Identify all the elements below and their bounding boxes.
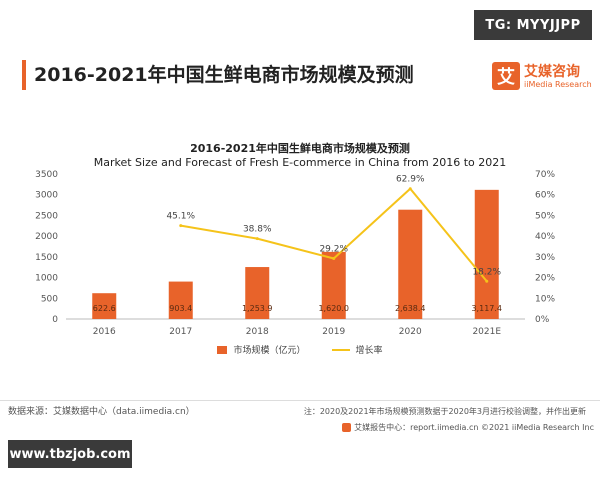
growth-rate-point	[332, 257, 336, 261]
copyright-text: 艾媒报告中心：report.iimedia.cn ©2021 iiMedia R…	[354, 423, 594, 432]
growth-rate-point	[255, 237, 259, 241]
bar	[245, 267, 270, 319]
chart-subtitle: Market Size and Forecast of Fresh E-comm…	[93, 156, 507, 169]
bar-value-label: 1,253.9	[242, 304, 273, 313]
growth-rate-label: 62.9%	[396, 175, 425, 185]
iimedia-logo: 艾 艾媒咨询 iiMedia Research	[492, 60, 592, 94]
x-tick-label: 2021E	[472, 327, 501, 337]
chart-legend: 市场规模（亿元） 增长率	[0, 343, 600, 356]
y-left-tick-label: 3000	[35, 191, 58, 201]
legend-line-swatch	[331, 348, 350, 351]
legend-bar-label: 市场规模（亿元）	[233, 346, 306, 356]
legend-line-label: 增长率	[355, 346, 383, 356]
y-left-tick-label: 0	[52, 315, 58, 325]
legend-item-line: 增长率	[331, 343, 383, 356]
growth-rate-label: 38.8%	[243, 225, 272, 235]
bar	[474, 189, 499, 319]
bar	[398, 209, 423, 319]
growth-rate-point	[485, 279, 489, 283]
y-left-tick-label: 1000	[35, 274, 58, 284]
y-right-tick-label: 20%	[535, 274, 555, 284]
legend-item-bar: 市场规模（亿元）	[217, 343, 306, 356]
title-accent-bar	[22, 60, 26, 90]
legend-bar-swatch	[217, 345, 228, 354]
growth-rate-label: 29.2%	[319, 245, 348, 255]
y-left-tick-label: 500	[41, 294, 58, 304]
growth-rate-point	[408, 187, 412, 191]
y-right-tick-label: 50%	[535, 211, 555, 221]
logo-icon: 艾	[492, 62, 520, 90]
y-right-tick-label: 70%	[535, 170, 555, 180]
y-left-tick-label: 2000	[35, 232, 58, 242]
y-right-tick-label: 40%	[535, 232, 555, 242]
y-right-tick-label: 10%	[535, 294, 555, 304]
telegram-tag: TG: MYYJJPP	[474, 10, 592, 40]
bar-value-label: 2,638.4	[395, 304, 426, 313]
y-right-tick-label: 0%	[535, 315, 550, 325]
x-tick-label: 2017	[169, 327, 192, 337]
copyright: 艾媒报告中心：report.iimedia.cn ©2021 iiMedia R…	[342, 422, 594, 433]
bar-value-label: 1,620.0	[318, 304, 349, 313]
logo-text-cn: 艾媒咨询	[524, 64, 580, 80]
footnote: 注：2020及2021年市场规模预测数据于2020年3月进行校验调整，并作出更新	[303, 407, 586, 416]
y-left-tick-label: 1500	[35, 253, 58, 263]
x-tick-label: 2019	[322, 327, 345, 337]
growth-rate-label: 45.1%	[166, 212, 195, 222]
logo-text-en: iiMedia Research	[524, 80, 592, 89]
bar	[168, 281, 193, 319]
page-title: 2016-2021年中国生鲜电商市场规模及预测	[34, 64, 414, 86]
data-source: 数据来源：艾媒数据中心（data.iimedia.cn）	[8, 407, 195, 417]
y-right-tick-label: 30%	[535, 253, 555, 263]
bar	[321, 251, 346, 319]
bar-value-label: 903.4	[169, 304, 192, 313]
x-tick-label: 2018	[246, 327, 269, 337]
report-center-icon	[342, 423, 352, 432]
y-right-tick-label: 60%	[535, 191, 555, 201]
watermark: www.tbzjob.com	[8, 440, 132, 468]
growth-rate-label: 18.2%	[472, 267, 501, 277]
x-tick-label: 2016	[93, 327, 116, 337]
combo-chart: 0 500 1000 1500 2000 2500 3000 3500 0% 10% 20% 30% 4…	[35, 170, 555, 337]
footer-divider	[0, 400, 600, 401]
bar-value-label: 622.6	[93, 304, 116, 313]
y-left-tick-label: 3500	[35, 170, 58, 180]
chart-title: 2016-2021年中国生鲜电商市场规模及预测	[190, 142, 410, 155]
x-tick-label: 2020	[399, 327, 422, 337]
y-left-tick-label: 2500	[35, 211, 58, 221]
bar-value-label: 3,117.4	[471, 304, 502, 313]
growth-rate-point	[179, 224, 183, 228]
bar	[92, 293, 117, 319]
